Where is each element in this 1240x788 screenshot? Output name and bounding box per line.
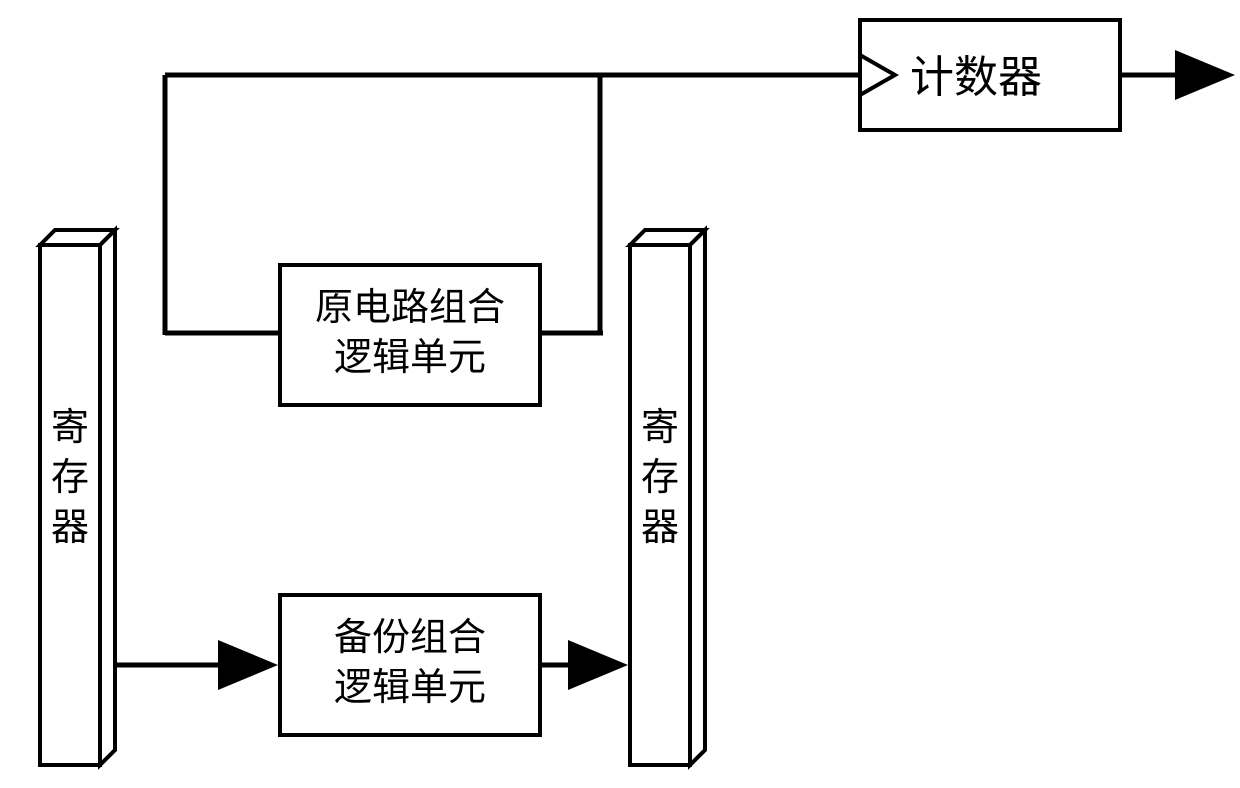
diagram-canvas: 计数器 原电路组合 逻辑单元 备份组合 逻辑单元 寄 存 器 寄 存 器 bbox=[0, 0, 1240, 788]
original-logic-node: 原电路组合 逻辑单元 bbox=[280, 265, 540, 405]
original-logic-label-2: 逻辑单元 bbox=[334, 337, 486, 379]
backup-logic-label-1: 备份组合 bbox=[334, 617, 486, 659]
register-right-char-1: 寄 bbox=[641, 407, 679, 449]
register-left-char-1: 寄 bbox=[51, 407, 89, 449]
backup-logic-node: 备份组合 逻辑单元 bbox=[280, 595, 540, 735]
register-left-char-3: 器 bbox=[51, 507, 89, 549]
counter-node: 计数器 bbox=[860, 20, 1120, 130]
register-right-char-3: 器 bbox=[641, 507, 679, 549]
register-right-char-2: 存 bbox=[641, 457, 679, 499]
register-right-node: 寄 存 器 bbox=[630, 230, 705, 765]
backup-logic-label-2: 逻辑单元 bbox=[334, 667, 486, 709]
original-logic-label-1: 原电路组合 bbox=[315, 287, 505, 329]
register-left-node: 寄 存 器 bbox=[40, 230, 115, 765]
counter-label: 计数器 bbox=[910, 53, 1042, 102]
register-left-char-2: 存 bbox=[51, 457, 89, 499]
